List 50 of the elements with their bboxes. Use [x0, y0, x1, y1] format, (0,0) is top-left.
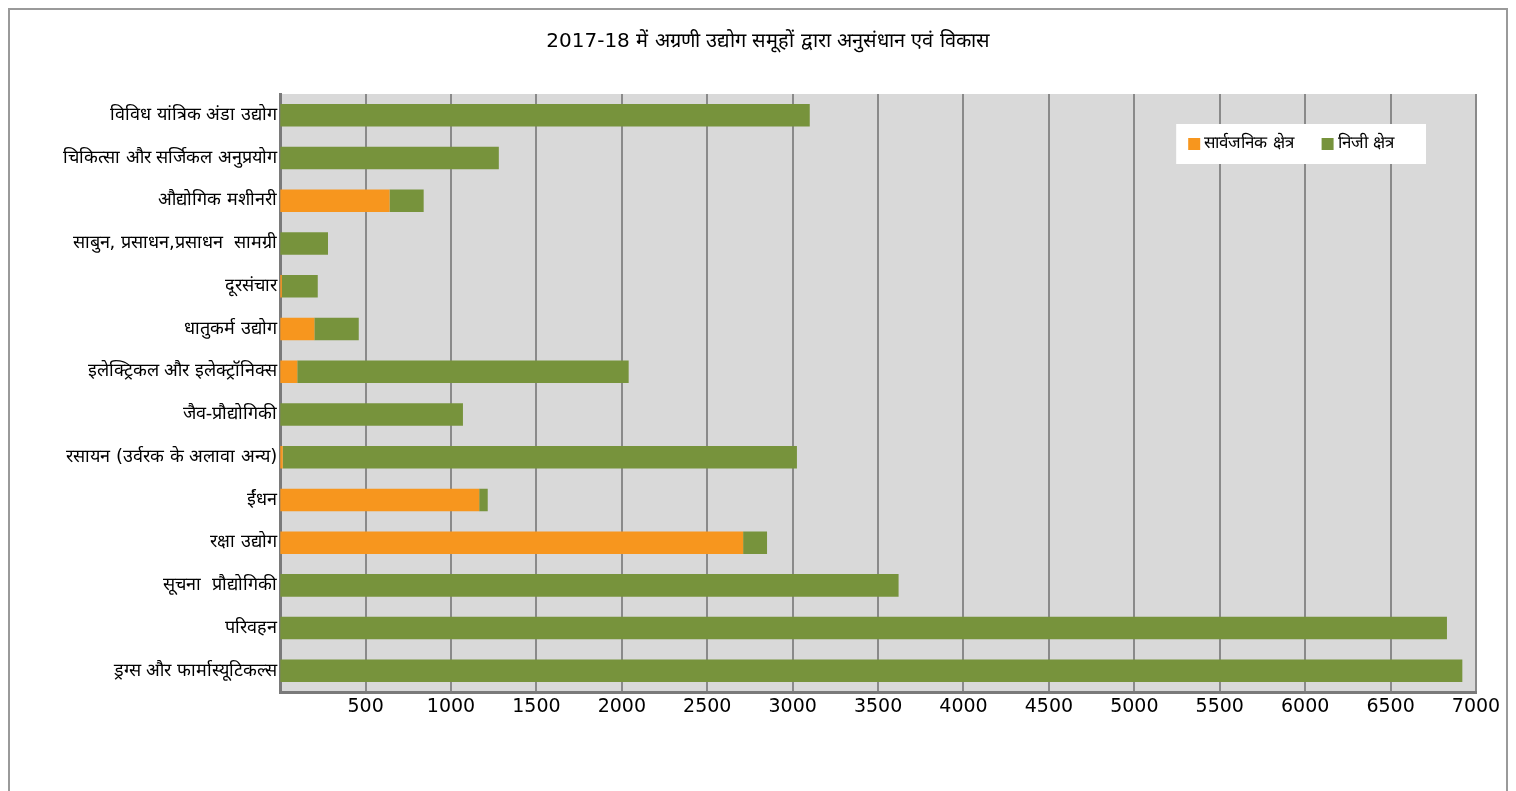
- bar: [280, 360, 298, 383]
- x-tick-label: 3500: [853, 693, 903, 716]
- x-tick-label: 500: [347, 693, 384, 716]
- bar: [389, 189, 424, 213]
- y-tick-label: ईंधन: [247, 487, 279, 509]
- bar: [479, 488, 488, 512]
- y-tick-label: धातुकर्म उद्योग: [184, 316, 279, 339]
- legend-label: सार्वजनिक क्षेत्र: [1204, 132, 1295, 153]
- bar: [314, 317, 359, 341]
- bar: [280, 189, 390, 213]
- y-tick-label: सूचना प्रौद्योगिकी: [162, 573, 278, 596]
- bar: [281, 275, 318, 298]
- y-tick-label: चिकित्सा और सर्जिकल अनुप्रयोग: [62, 145, 279, 168]
- bar: [282, 445, 797, 469]
- bar: [280, 616, 1447, 640]
- x-tick-label: 2000: [597, 693, 647, 716]
- bar: [280, 146, 499, 170]
- bar: [280, 659, 1463, 683]
- bar: [280, 232, 328, 255]
- x-tick-label: 4000: [939, 693, 988, 716]
- y-tick-label: विविध यांत्रिक अंडा उद्योग: [109, 103, 279, 125]
- bar: [280, 531, 744, 554]
- y-tick-label: रसायन (उर्वरक के अलावा अन्य): [66, 444, 278, 466]
- x-tick-label: 1000: [426, 693, 476, 716]
- y-tick-label: इलेक्ट्रिकल और इलेक्ट्रॉनिक्स: [87, 359, 279, 381]
- bar: [280, 488, 480, 512]
- bar: [280, 403, 463, 426]
- y-tick-label: रक्षा उद्योग: [210, 530, 279, 552]
- chart-title: 2017-18 में अग्रणी उद्योग समूहों द्वारा अनुसंधान एवं विकास: [546, 28, 990, 54]
- x-tick-label: 5500: [1195, 693, 1244, 716]
- y-tick-label: साबुन, प्रसाधन,प्रसाधन सामग्री: [72, 231, 278, 254]
- bar: [280, 574, 899, 597]
- x-tick-label: 4500: [1024, 693, 1074, 716]
- bar: [297, 360, 629, 383]
- y-tick-label: ड्रग्स और फार्मास्यूटिकल्स: [112, 658, 279, 681]
- bar: [280, 104, 810, 127]
- x-tick-label: 1500: [512, 693, 561, 716]
- y-tick-label: परिवहन: [225, 615, 279, 637]
- x-tick-label: 6000: [1280, 693, 1330, 716]
- legend-label: निजी क्षेत्र: [1337, 132, 1395, 153]
- x-tick-label: 6500: [1366, 693, 1415, 716]
- y-tick-label: औद्योगिक मशीनरी: [158, 188, 278, 210]
- x-tick-label: 3000: [768, 693, 817, 716]
- x-tick-label: 7000: [1451, 693, 1501, 716]
- bar: [743, 531, 768, 554]
- x-tick-label: 2500: [683, 693, 732, 716]
- y-tick-label: जैव-प्रौद्योगिकी: [182, 402, 278, 424]
- x-tick-label: 5000: [1110, 693, 1159, 716]
- bar: [280, 317, 315, 341]
- y-tick-label: दूरसंचार: [225, 273, 279, 297]
